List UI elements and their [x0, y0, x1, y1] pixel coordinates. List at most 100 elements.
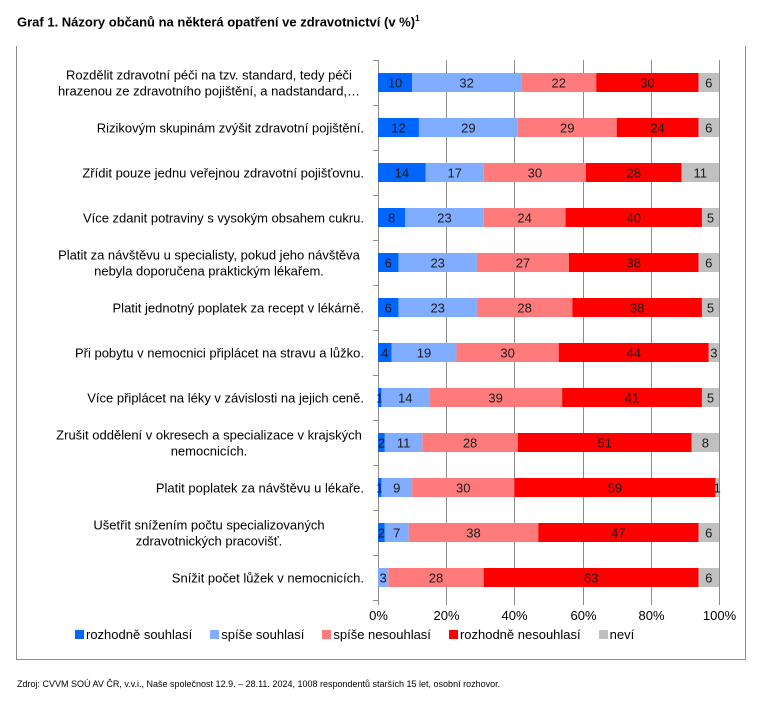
data-label: 32 — [459, 76, 473, 91]
bar-segment — [698, 568, 719, 587]
bar-segment — [514, 478, 716, 497]
data-label: 30 — [500, 346, 514, 361]
bar-segment — [384, 523, 409, 542]
bar-segment — [558, 343, 709, 362]
legend-swatch — [210, 630, 220, 639]
chart-title-text: Graf 1. Názory občanů na některá opatřen… — [17, 14, 416, 30]
data-label: 5 — [707, 301, 714, 316]
legend-swatch — [322, 630, 332, 639]
data-label: 4 — [381, 346, 388, 361]
bar-segment — [701, 208, 719, 227]
category-label: Zřídit pouze jednu veřejnou zdravotní po… — [82, 166, 364, 181]
category-label: nebyla doporučena praktickým lékařem. — [94, 264, 324, 279]
bar-segment — [538, 523, 699, 542]
data-label: 1 — [376, 481, 383, 496]
bar-segment — [698, 73, 719, 92]
data-label: 6 — [705, 256, 712, 271]
data-label: 30 — [528, 166, 542, 181]
data-label: 51 — [598, 436, 612, 451]
bar-segment — [708, 343, 719, 362]
category-label: Platit za návštěvu u specialisty, pokud … — [58, 248, 361, 263]
data-label: 39 — [488, 391, 502, 406]
data-label: 41 — [625, 391, 639, 406]
legend-item: neví — [598, 627, 635, 642]
legend: rozhodně souhlasí spíše souhlasí spíše nes… — [75, 627, 634, 642]
x-tick-label: 0% — [369, 608, 388, 623]
bar-segment — [408, 523, 539, 542]
data-label: 29 — [560, 121, 574, 136]
bar-segment — [715, 478, 719, 497]
legend-item: spíše souhlasí — [210, 627, 304, 642]
data-label: 19 — [417, 346, 431, 361]
bar-segment — [388, 568, 484, 587]
bar-segment — [586, 163, 682, 182]
data-label: 3 — [379, 571, 386, 586]
bar-segment — [698, 118, 719, 137]
data-label: 47 — [611, 526, 625, 541]
data-label: 24 — [650, 121, 664, 136]
legend-label: rozhodně nesouhlasí — [459, 627, 581, 642]
chart-title: Graf 1. Názory občanů na některá opatřen… — [17, 14, 420, 29]
bar-segment — [384, 433, 423, 452]
data-label: 22 — [551, 76, 565, 91]
bar-segment — [378, 568, 389, 587]
bar-segment — [381, 388, 430, 407]
bar-segment — [701, 298, 719, 317]
data-label: 29 — [461, 121, 475, 136]
data-label: 14 — [398, 391, 412, 406]
legend-label: rozhodně souhlasí — [86, 627, 193, 642]
bar-segment — [562, 388, 702, 407]
bar-segment — [378, 253, 399, 272]
data-label: 38 — [466, 526, 480, 541]
data-label: 6 — [385, 256, 392, 271]
category-label: hrazenou ze zdravotního pojištění, a nad… — [58, 84, 360, 99]
category-label: zdravotnických pracovišť. — [136, 534, 283, 549]
bar-segment — [701, 388, 719, 407]
data-label: 8 — [388, 211, 395, 226]
data-label: 10 — [388, 76, 402, 91]
bar-segment — [405, 208, 484, 227]
bar-segment — [378, 388, 382, 407]
legend-swatch — [448, 630, 458, 639]
bar-segment — [429, 388, 563, 407]
bar-segment — [381, 478, 413, 497]
bar-segment — [483, 568, 699, 587]
source-note: Zdroj: CVVM SOÚ AV ČR, v.v.i., Naše spol… — [17, 679, 501, 689]
bar-segment — [483, 163, 587, 182]
bar-segment — [698, 523, 719, 542]
data-label: 38 — [627, 256, 641, 271]
bar-segment — [378, 118, 419, 137]
category-label: Platit jednotný poplatek za recept v lék… — [113, 301, 364, 316]
data-label: 28 — [429, 571, 443, 586]
data-label: 28 — [463, 436, 477, 451]
bar-segment — [483, 208, 566, 227]
bar-segment — [378, 73, 413, 92]
data-label: 44 — [627, 346, 641, 361]
data-label: 28 — [627, 166, 641, 181]
bar-segment — [596, 73, 699, 92]
data-label: 6 — [705, 76, 712, 91]
x-tick-label: 80% — [638, 608, 664, 623]
bar-segment — [378, 298, 399, 317]
data-label: 11 — [397, 436, 411, 451]
x-tick-label: 20% — [433, 608, 459, 623]
data-label: 5 — [707, 391, 714, 406]
title-footnote: 1 — [415, 14, 420, 23]
bar-segment — [691, 433, 719, 452]
data-label: 23 — [437, 211, 451, 226]
data-label: 6 — [705, 121, 712, 136]
data-label: 23 — [430, 256, 444, 271]
bar-segment — [425, 163, 484, 182]
data-label: 14 — [395, 166, 409, 181]
legend-label: neví — [609, 627, 635, 642]
data-label: 1 — [376, 391, 383, 406]
data-label: 40 — [627, 211, 641, 226]
data-label: 12 — [391, 121, 405, 136]
data-label: 6 — [705, 526, 712, 541]
bar-segment — [378, 433, 385, 452]
data-label: 30 — [640, 76, 654, 91]
data-label: 2 — [378, 526, 385, 541]
bar-segment — [378, 343, 392, 362]
x-tick-label: 60% — [570, 608, 596, 623]
